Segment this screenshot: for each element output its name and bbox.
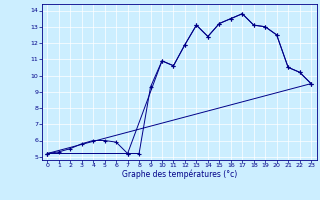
- X-axis label: Graphe des températures (°c): Graphe des températures (°c): [122, 170, 237, 179]
